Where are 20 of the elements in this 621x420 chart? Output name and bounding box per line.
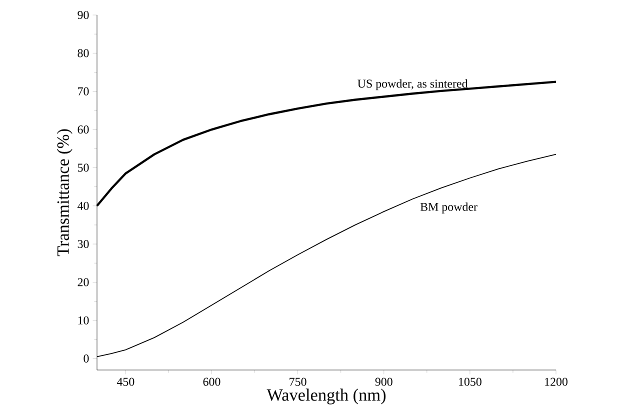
y-axis-title: Transmittance (%) — [56, 129, 72, 256]
y-tick-label: 90 — [78, 10, 89, 20]
y-tick-label: 50 — [78, 164, 89, 172]
y-tick-label: 60 — [78, 125, 89, 134]
series-label: BM powder — [420, 202, 478, 214]
y-tick-label: 10 — [78, 316, 89, 324]
y-tick-label: 20 — [78, 278, 89, 286]
x-tick-label: 750 — [290, 378, 306, 386]
y-tick-label: 30 — [78, 240, 89, 248]
x-axis-title: Wavelength (nm) — [266, 388, 386, 404]
y-tick-label: 40 — [78, 202, 89, 210]
x-tick-label: 1200 — [545, 378, 568, 386]
x-tick-label: 900 — [375, 378, 392, 386]
x-tick-label: 450 — [116, 378, 134, 386]
x-tick-label: 1050 — [459, 378, 482, 386]
x-tick-label: 600 — [203, 378, 220, 386]
y-tick-label: 80 — [78, 49, 89, 58]
y-tick-label: 70 — [78, 87, 89, 96]
series-label: US powder, as sintered — [358, 79, 468, 90]
y-tick-label: 0 — [84, 354, 89, 363]
